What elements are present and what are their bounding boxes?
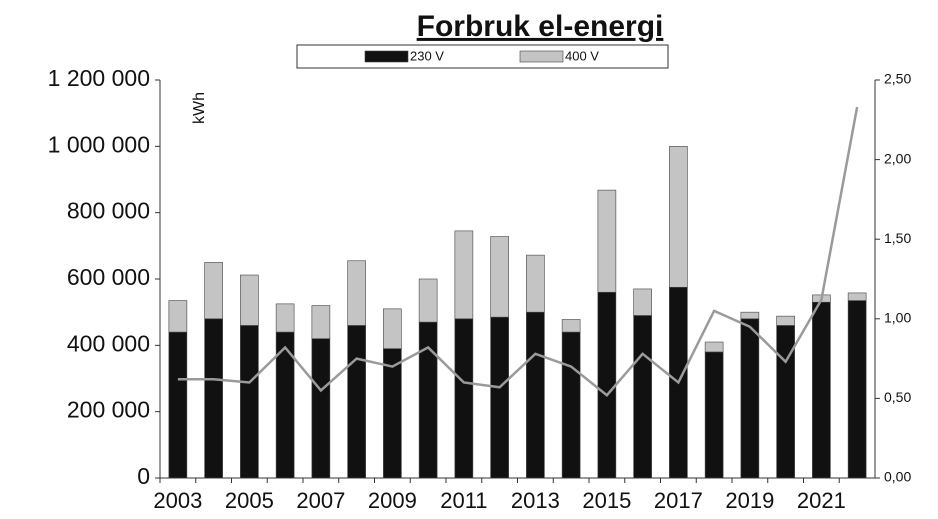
bar: [490, 316, 509, 479]
legend-label: 400 V: [565, 48, 599, 63]
bar: [383, 348, 402, 479]
x-tick-label: 2017: [654, 488, 703, 513]
bar: [347, 325, 366, 479]
x-tick-label: 2005: [225, 488, 274, 513]
chart-title: Forbruk el-energi: [417, 10, 664, 43]
bar: [633, 315, 652, 479]
x-tick-label: 2019: [725, 488, 774, 513]
bar: [597, 189, 617, 293]
y2-tick-label: 0,50: [884, 389, 911, 405]
bar: [633, 288, 652, 316]
y-tick-label: 1 000 000: [48, 131, 150, 157]
y2-tick-label: 1,00: [884, 310, 911, 326]
y-tick-label: 0: [137, 463, 150, 489]
bar: [526, 254, 545, 313]
x-tick-label: 2003: [153, 488, 202, 513]
bar: [240, 274, 259, 326]
bar: [847, 292, 867, 301]
bar: [847, 300, 867, 479]
bar: [704, 351, 724, 479]
bar: [561, 331, 581, 479]
y-tick-label: 200 000: [67, 397, 150, 423]
x-tick-label: 2011: [440, 488, 487, 513]
bar: [776, 325, 795, 479]
bar: [597, 291, 617, 479]
y-tick-label: 400 000: [67, 330, 150, 356]
bar: [347, 260, 366, 326]
y2-tick-label: 2,50: [884, 71, 911, 87]
bar: [740, 311, 760, 320]
y-tick-label: 600 000: [67, 264, 150, 290]
bar: [240, 325, 259, 479]
bar: [454, 230, 474, 320]
bar: [168, 300, 188, 333]
y2-tick-label: 1,50: [884, 230, 911, 246]
bar: [204, 262, 223, 320]
y-tick-label: 800 000: [67, 198, 150, 224]
bar: [704, 341, 724, 353]
bar: [454, 318, 474, 479]
bar: [740, 318, 760, 479]
legend-swatch: [364, 50, 409, 63]
legend-swatch: [519, 50, 564, 63]
y2-tick-label: 2,00: [884, 150, 911, 166]
x-tick-label: 2009: [368, 488, 417, 513]
bar: [418, 278, 438, 323]
bar: [812, 301, 831, 479]
bar: [168, 331, 188, 479]
bar: [275, 303, 295, 333]
bar: [311, 338, 331, 479]
bar: [526, 311, 545, 479]
legend-label: 230 V: [410, 48, 444, 63]
bar: [383, 308, 402, 349]
bar: [561, 319, 581, 333]
x-tick-label: 2015: [582, 488, 631, 513]
bar: [776, 315, 795, 326]
bar: [204, 318, 223, 479]
line: [177, 106, 859, 397]
x-tick-label: 2007: [296, 488, 345, 513]
y-axis-label: kWh: [191, 92, 208, 124]
bar: [418, 321, 438, 479]
y-tick-label: 1 200 000: [48, 65, 150, 91]
x-tick-label: 2021: [797, 488, 846, 513]
bar: [669, 146, 688, 288]
legend-box: [296, 44, 669, 69]
x-tick-label: 2013: [511, 488, 560, 513]
y2-tick-label: 0,00: [884, 469, 911, 485]
bar: [490, 236, 509, 318]
bar: [311, 305, 331, 339]
